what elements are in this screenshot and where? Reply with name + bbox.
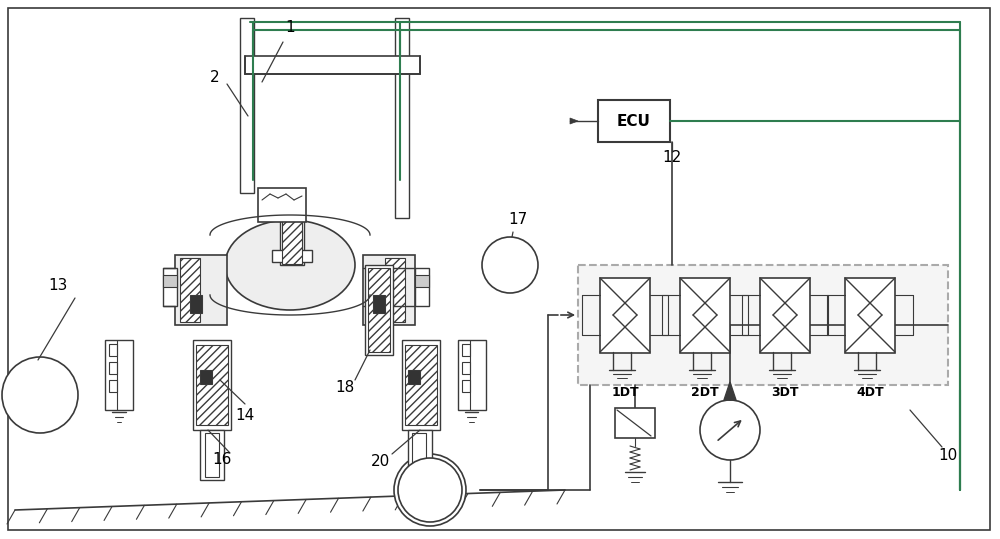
Bar bbox=[205, 433, 219, 477]
Bar bbox=[163, 268, 177, 306]
Text: ECU: ECU bbox=[617, 114, 651, 128]
Bar bbox=[258, 188, 306, 222]
Bar bbox=[109, 380, 117, 392]
Bar bbox=[408, 430, 432, 480]
Bar bbox=[190, 295, 202, 313]
Bar bbox=[105, 340, 133, 410]
Bar bbox=[200, 370, 212, 384]
Bar bbox=[415, 275, 429, 287]
Bar bbox=[280, 195, 304, 265]
Bar bbox=[408, 370, 420, 384]
Circle shape bbox=[482, 237, 538, 293]
Bar bbox=[598, 100, 670, 142]
Bar bbox=[600, 278, 650, 353]
Circle shape bbox=[398, 458, 462, 522]
Bar bbox=[760, 278, 810, 353]
Ellipse shape bbox=[225, 220, 355, 310]
Bar bbox=[458, 340, 486, 410]
Bar bbox=[415, 268, 429, 306]
Text: 4DT: 4DT bbox=[856, 385, 884, 398]
Polygon shape bbox=[570, 118, 578, 124]
Bar bbox=[163, 275, 177, 287]
Bar bbox=[373, 295, 385, 313]
Bar bbox=[385, 258, 405, 322]
Bar bbox=[405, 345, 437, 425]
Bar bbox=[365, 265, 393, 355]
Bar bbox=[363, 255, 415, 325]
Circle shape bbox=[394, 454, 466, 526]
Bar bbox=[193, 340, 231, 430]
Bar bbox=[578, 265, 948, 385]
Circle shape bbox=[2, 357, 78, 433]
Bar bbox=[462, 380, 470, 392]
Bar bbox=[200, 430, 224, 480]
Bar bbox=[245, 56, 420, 74]
Bar bbox=[282, 198, 302, 264]
Circle shape bbox=[700, 400, 760, 460]
Text: 1: 1 bbox=[285, 20, 295, 36]
Text: 10: 10 bbox=[938, 447, 958, 462]
Bar bbox=[412, 433, 426, 477]
Text: 2: 2 bbox=[210, 71, 220, 86]
Text: 12: 12 bbox=[662, 150, 682, 165]
Text: 13: 13 bbox=[48, 278, 68, 293]
Text: 1DT: 1DT bbox=[611, 385, 639, 398]
Bar bbox=[109, 362, 117, 374]
Bar bbox=[109, 344, 117, 356]
Bar bbox=[272, 250, 312, 262]
Text: 18: 18 bbox=[335, 381, 355, 396]
Bar bbox=[462, 344, 470, 356]
Text: 16: 16 bbox=[212, 453, 232, 467]
Text: 14: 14 bbox=[235, 407, 255, 423]
Bar bbox=[180, 258, 200, 322]
Text: 2DT: 2DT bbox=[691, 385, 719, 398]
Bar bbox=[845, 278, 895, 353]
Text: 17: 17 bbox=[508, 212, 528, 227]
Bar bbox=[368, 268, 390, 352]
Bar bbox=[240, 18, 254, 193]
Text: 20: 20 bbox=[370, 454, 390, 469]
Bar bbox=[680, 278, 730, 353]
Bar bbox=[196, 345, 228, 425]
Bar bbox=[402, 340, 440, 430]
Bar bbox=[175, 255, 227, 325]
Bar bbox=[462, 362, 470, 374]
Text: 3DT: 3DT bbox=[771, 385, 799, 398]
Bar bbox=[395, 18, 409, 218]
Polygon shape bbox=[724, 382, 736, 400]
Bar bbox=[615, 408, 655, 438]
